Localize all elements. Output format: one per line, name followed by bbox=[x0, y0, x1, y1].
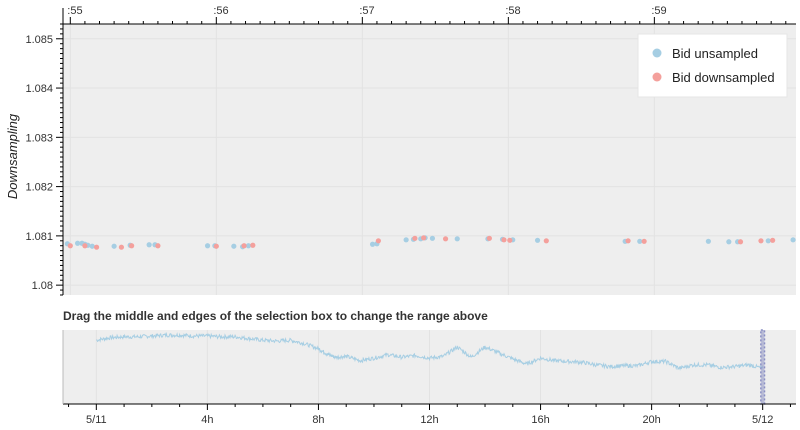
point-bid-unsampled bbox=[245, 243, 252, 249]
point-bid-downsampled bbox=[737, 239, 744, 245]
point-bid-unsampled bbox=[726, 239, 732, 245]
range-x-tick-label: 5/11 bbox=[86, 414, 107, 426]
point-bid-downsampled bbox=[501, 237, 507, 243]
point-bid-downsampled bbox=[507, 237, 513, 243]
legend-swatch-bid-downsampled bbox=[652, 72, 662, 82]
point-bid-downsampled bbox=[770, 237, 776, 243]
range-x-tick-label: 4h bbox=[201, 414, 213, 426]
y-tick-label: 1.082 bbox=[25, 182, 53, 194]
main-points bbox=[64, 235, 796, 250]
point-bid-downsampled bbox=[625, 238, 631, 244]
point-bid-unsampled bbox=[637, 238, 643, 244]
point-bid-unsampled bbox=[403, 237, 409, 243]
range-x-tick-label: 8h bbox=[312, 414, 324, 426]
point-bid-unsampled bbox=[454, 236, 460, 242]
point-bid-downsampled bbox=[93, 244, 100, 250]
point-bid-unsampled bbox=[146, 242, 152, 248]
point-bid-downsampled bbox=[155, 243, 161, 249]
range-selector-title: Drag the middle and edges of the selecti… bbox=[63, 309, 488, 323]
point-bid-downsampled bbox=[486, 235, 492, 241]
range-series-line bbox=[96, 331, 764, 371]
point-bid-downsampled bbox=[250, 242, 256, 248]
main-scatter-chart[interactable]: :55 :56 :57 :58 :59 1.08 1.081 1.082 1.083 1.084 1… bbox=[0, 0, 800, 300]
y-tick-label: 1.083 bbox=[25, 132, 53, 144]
point-bid-unsampled bbox=[111, 243, 117, 249]
point-bid-downsampled bbox=[67, 243, 73, 249]
range-x-tick-label: 12h bbox=[420, 414, 438, 426]
point-bid-downsampled bbox=[82, 243, 88, 249]
selection-box[interactable] bbox=[760, 329, 766, 405]
point-bid-downsampled bbox=[421, 235, 427, 241]
point-bid-downsampled bbox=[118, 244, 125, 250]
y-tick-label: 1.08 bbox=[32, 280, 53, 292]
point-bid-unsampled bbox=[705, 238, 711, 244]
y-tick-label: 1.085 bbox=[25, 34, 53, 46]
range-x-tick-label: 5/12 bbox=[752, 414, 773, 426]
legend-swatch-bid-unsampled bbox=[652, 48, 662, 58]
x-tick-label: :55 bbox=[67, 5, 82, 17]
point-bid-downsampled bbox=[241, 243, 247, 249]
x-tick-label: :59 bbox=[651, 5, 666, 17]
point-bid-unsampled bbox=[75, 240, 81, 246]
point-bid-downsampled bbox=[543, 238, 549, 244]
legend-box bbox=[637, 33, 788, 98]
point-bid-downsampled bbox=[412, 235, 418, 241]
y-tick-label: 1.081 bbox=[25, 231, 53, 243]
point-bid-unsampled bbox=[204, 243, 211, 249]
y-tick-label: 1.084 bbox=[25, 83, 53, 95]
range-selector-chart[interactable]: 5/11 4h 8h 12h 16h 20h 5/12 bbox=[0, 328, 800, 430]
legend-label-bid-unsampled[interactable]: Bid unsampled bbox=[672, 46, 758, 61]
x-tick-label: :58 bbox=[505, 5, 520, 17]
point-bid-unsampled bbox=[231, 243, 237, 249]
point-bid-downsampled bbox=[641, 238, 647, 244]
legend-label-bid-downsampled[interactable]: Bid downsampled bbox=[672, 70, 775, 85]
point-bid-unsampled bbox=[534, 237, 541, 243]
point-bid-unsampled bbox=[790, 237, 796, 243]
point-bid-downsampled bbox=[375, 238, 381, 244]
point-bid-downsampled bbox=[213, 243, 219, 249]
x-tick-label: :57 bbox=[359, 5, 374, 17]
legend[interactable]: Bid unsampled Bid downsampled bbox=[637, 33, 788, 98]
point-bid-downsampled bbox=[758, 238, 764, 244]
point-bid-unsampled bbox=[429, 235, 436, 241]
point-bid-unsampled bbox=[369, 241, 376, 247]
point-bid-unsampled bbox=[89, 243, 95, 249]
range-x-tick-label: 16h bbox=[531, 414, 549, 426]
point-bid-downsampled bbox=[442, 236, 449, 242]
x-tick-label: :56 bbox=[213, 5, 228, 17]
point-bid-unsampled bbox=[765, 238, 771, 244]
range-axes: 5/11 4h 8h 12h 16h 20h 5/12 bbox=[62, 330, 796, 426]
point-bid-downsampled bbox=[129, 243, 135, 249]
main-axes: :55 :56 :57 :58 :59 1.08 1.081 1.082 1.083 1.084 1… bbox=[25, 5, 796, 296]
y-axis-label: Downsampling bbox=[5, 113, 20, 199]
range-x-tick-label: 20h bbox=[642, 414, 660, 426]
